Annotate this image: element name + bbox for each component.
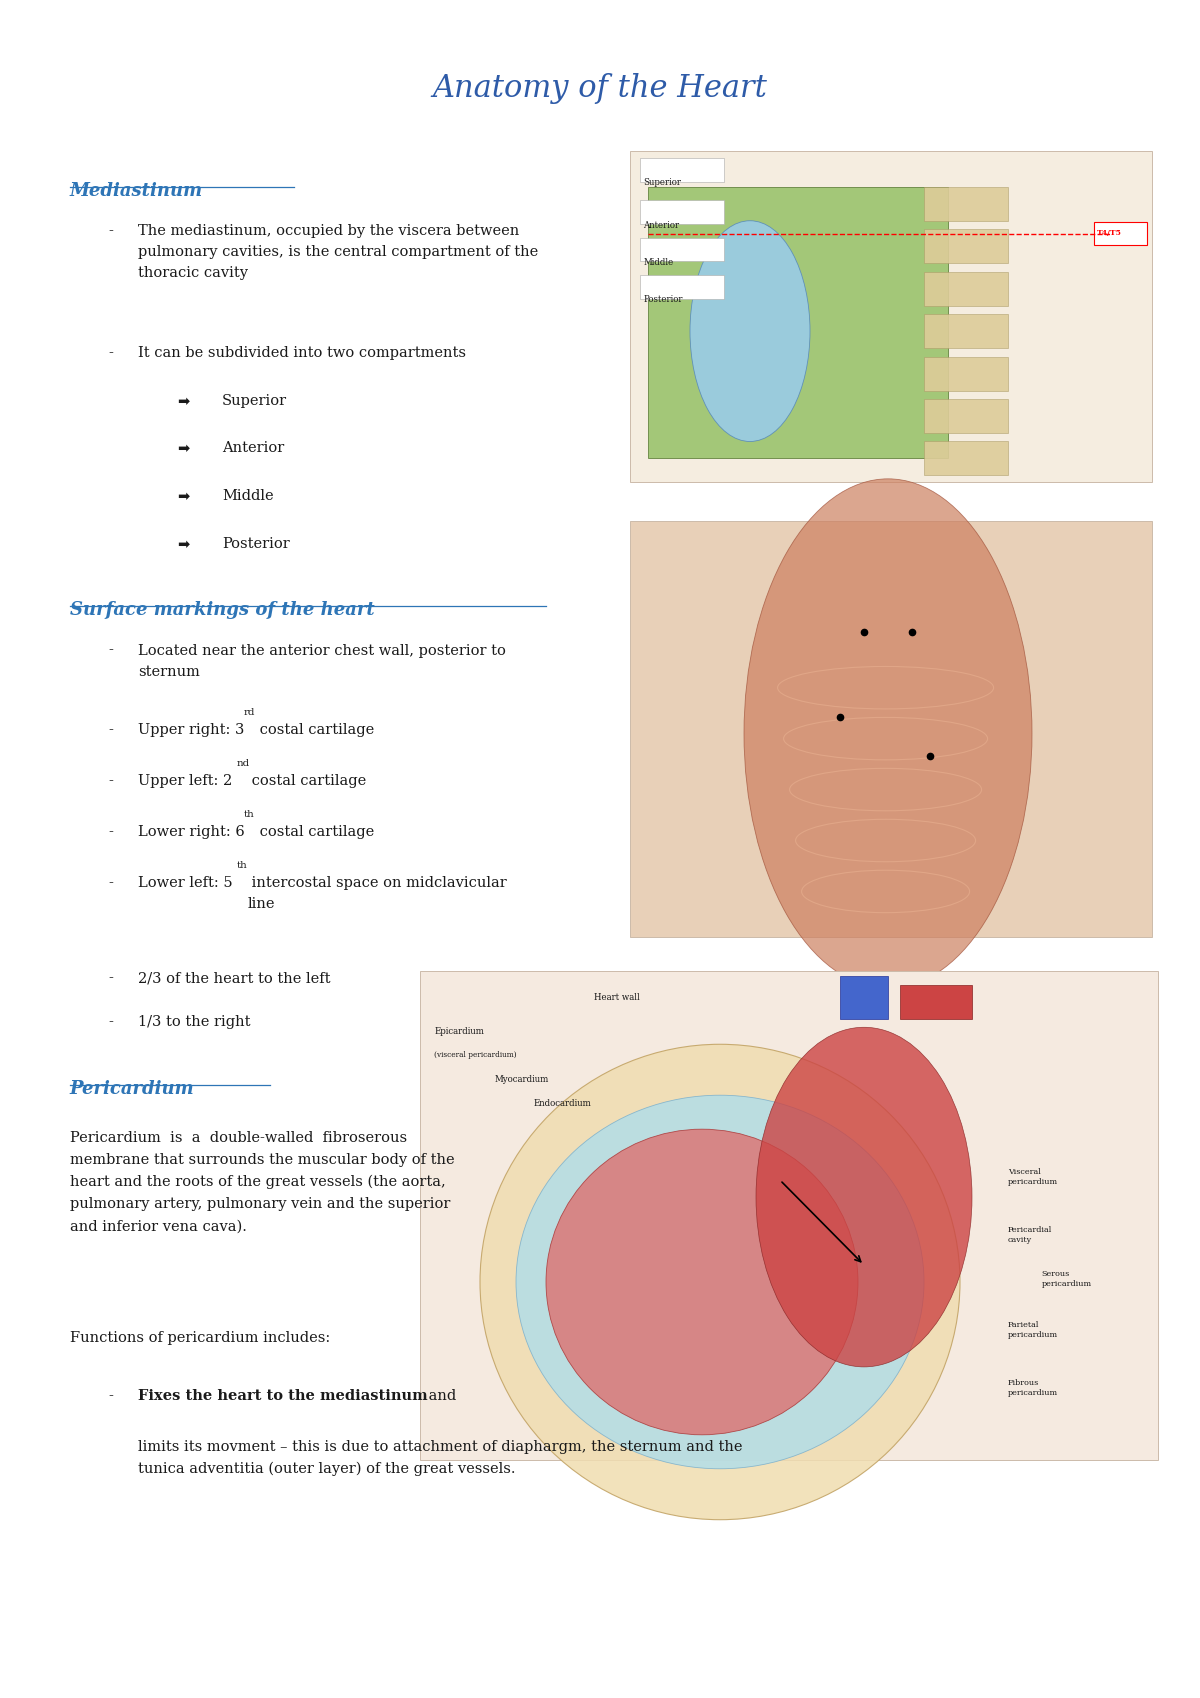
Text: -: - [108, 644, 113, 657]
Text: Lower left: 5: Lower left: 5 [138, 876, 233, 890]
Text: Middle: Middle [643, 258, 673, 267]
Text: Pericardial
cavity: Pericardial cavity [1008, 1226, 1052, 1243]
Text: -: - [108, 971, 113, 985]
Text: Heart wall: Heart wall [594, 993, 640, 1002]
Text: ➡: ➡ [178, 441, 190, 457]
Bar [420, 971, 1158, 1460]
Text: Superior: Superior [222, 394, 287, 408]
Text: Superior: Superior [643, 178, 682, 187]
Bar [640, 238, 724, 261]
Text: costal cartilage: costal cartilage [254, 825, 374, 839]
Text: Fibrous
pericardium: Fibrous pericardium [1008, 1379, 1058, 1396]
Text: Endocardium: Endocardium [534, 1099, 592, 1107]
Text: rd: rd [244, 708, 256, 717]
Text: Visceral
pericardium: Visceral pericardium [1008, 1168, 1058, 1185]
Text: Lower right: 6: Lower right: 6 [138, 825, 245, 839]
Text: Myocardium: Myocardium [494, 1075, 548, 1083]
Bar [840, 976, 888, 1019]
Bar [924, 357, 1008, 391]
Text: limits its movment – this is due to attachment of diaphargm, the sternum and the: limits its movment – this is due to atta… [138, 1440, 743, 1476]
Text: -: - [108, 723, 113, 737]
Ellipse shape [480, 1044, 960, 1520]
Text: -: - [108, 876, 113, 890]
Bar [648, 187, 948, 458]
Text: 1/3 to the right: 1/3 to the right [138, 1015, 251, 1029]
Text: ➡: ➡ [178, 537, 190, 552]
Ellipse shape [516, 1095, 924, 1469]
Text: It can be subdivided into two compartments: It can be subdivided into two compartmen… [138, 346, 466, 360]
Text: Mediastinum: Mediastinum [70, 182, 203, 200]
Text: ➡: ➡ [178, 394, 190, 409]
Bar [630, 151, 1152, 482]
Text: Functions of pericardium includes:: Functions of pericardium includes: [70, 1331, 330, 1345]
Bar [924, 272, 1008, 306]
Bar [924, 229, 1008, 263]
Bar [630, 521, 1152, 937]
Text: Fixes the heart to the mediastinum: Fixes the heart to the mediastinum [138, 1389, 427, 1403]
Text: -: - [108, 224, 113, 238]
Text: -: - [108, 774, 113, 788]
Text: Epicardium: Epicardium [434, 1027, 485, 1036]
Bar [640, 275, 724, 299]
Text: Anterior: Anterior [222, 441, 284, 455]
Text: costal cartilage: costal cartilage [247, 774, 366, 788]
Text: Pericardium: Pericardium [70, 1080, 194, 1099]
Text: costal cartilage: costal cartilage [254, 723, 374, 737]
Text: and: and [424, 1389, 456, 1403]
Text: th: th [244, 810, 254, 818]
Text: Anterior: Anterior [643, 221, 679, 229]
Text: Upper right: 3: Upper right: 3 [138, 723, 245, 737]
Text: th: th [236, 861, 247, 869]
Text: Located near the anterior chest wall, posterior to
sternum: Located near the anterior chest wall, po… [138, 644, 506, 679]
Text: Serous
pericardium: Serous pericardium [1042, 1270, 1092, 1287]
Text: intercostal space on midclavicular
line: intercostal space on midclavicular line [247, 876, 506, 912]
Ellipse shape [744, 479, 1032, 988]
Text: Middle: Middle [222, 489, 274, 503]
Text: 2/3 of the heart to the left: 2/3 of the heart to the left [138, 971, 330, 985]
Text: -: - [108, 825, 113, 839]
Text: Upper left: 2: Upper left: 2 [138, 774, 233, 788]
Text: Anatomy of the Heart: Anatomy of the Heart [432, 73, 768, 104]
Ellipse shape [546, 1129, 858, 1435]
Text: The mediastinum, occupied by the viscera between
pulmonary cavities, is the cent: The mediastinum, occupied by the viscera… [138, 224, 539, 280]
Text: Parietal
pericardium: Parietal pericardium [1008, 1321, 1058, 1338]
Bar [640, 158, 724, 182]
Bar [924, 441, 1008, 475]
Bar [924, 314, 1008, 348]
Bar [1094, 222, 1147, 245]
Text: T4/T5: T4/T5 [1097, 229, 1122, 238]
Bar [924, 187, 1008, 221]
Text: ➡: ➡ [178, 489, 190, 504]
Bar [900, 985, 972, 1019]
Text: -: - [108, 346, 113, 360]
Text: Posterior: Posterior [643, 295, 683, 304]
Text: (visceral pericardium): (visceral pericardium) [434, 1051, 517, 1060]
Text: -: - [108, 1015, 113, 1029]
Bar [640, 200, 724, 224]
Ellipse shape [690, 221, 810, 441]
Ellipse shape [756, 1027, 972, 1367]
Text: Surface markings of the heart: Surface markings of the heart [70, 601, 374, 620]
Text: Posterior: Posterior [222, 537, 289, 550]
Text: Pericardium  is  a  double-walled  fibroserous
membrane that surrounds the muscu: Pericardium is a double-walled fibrosero… [70, 1131, 455, 1233]
Bar [924, 399, 1008, 433]
Text: nd: nd [236, 759, 250, 767]
Text: -: - [108, 1389, 113, 1403]
